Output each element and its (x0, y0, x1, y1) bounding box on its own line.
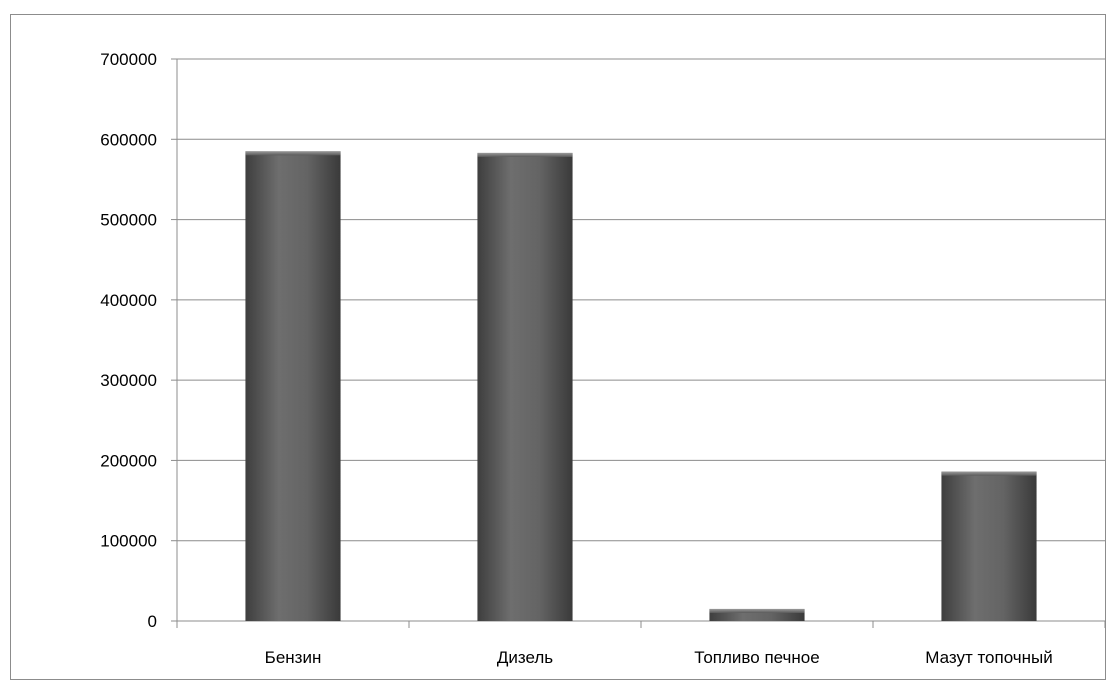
bar-body (941, 471, 1037, 621)
x-tick-labels: Бензин Дизель Топливо печное Мазут топочный (265, 648, 1053, 667)
y-tick-label: 0 (148, 612, 157, 631)
bar (709, 608, 805, 621)
bar (477, 152, 573, 622)
y-tick-label: 500000 (100, 211, 157, 230)
y-tick-label: 200000 (100, 451, 157, 470)
y-tick-labels: 0 100000 200000 300000 400000 500000 600000 700… (100, 50, 157, 631)
y-tick-label: 600000 (100, 130, 157, 149)
bar-top-highlight (477, 152, 573, 157)
y-tick-label: 400000 (100, 291, 157, 310)
y-tick-label: 700000 (100, 50, 157, 69)
y-tick-label: 300000 (100, 371, 157, 390)
y-tick-label: 100000 (100, 532, 157, 551)
x-tick-label: Топливо печное (694, 648, 819, 667)
x-tick-label: Бензин (265, 648, 322, 667)
bars (245, 151, 1037, 622)
bar-body (477, 152, 573, 622)
bar-body (245, 151, 341, 622)
bar-top-highlight (941, 471, 1037, 476)
bar (941, 471, 1037, 621)
bar-top-highlight (245, 151, 341, 156)
x-tick-label: Мазут топочный (925, 648, 1053, 667)
x-tick-label: Дизель (497, 648, 553, 667)
bar (245, 151, 341, 622)
bar-top-highlight (709, 608, 805, 613)
